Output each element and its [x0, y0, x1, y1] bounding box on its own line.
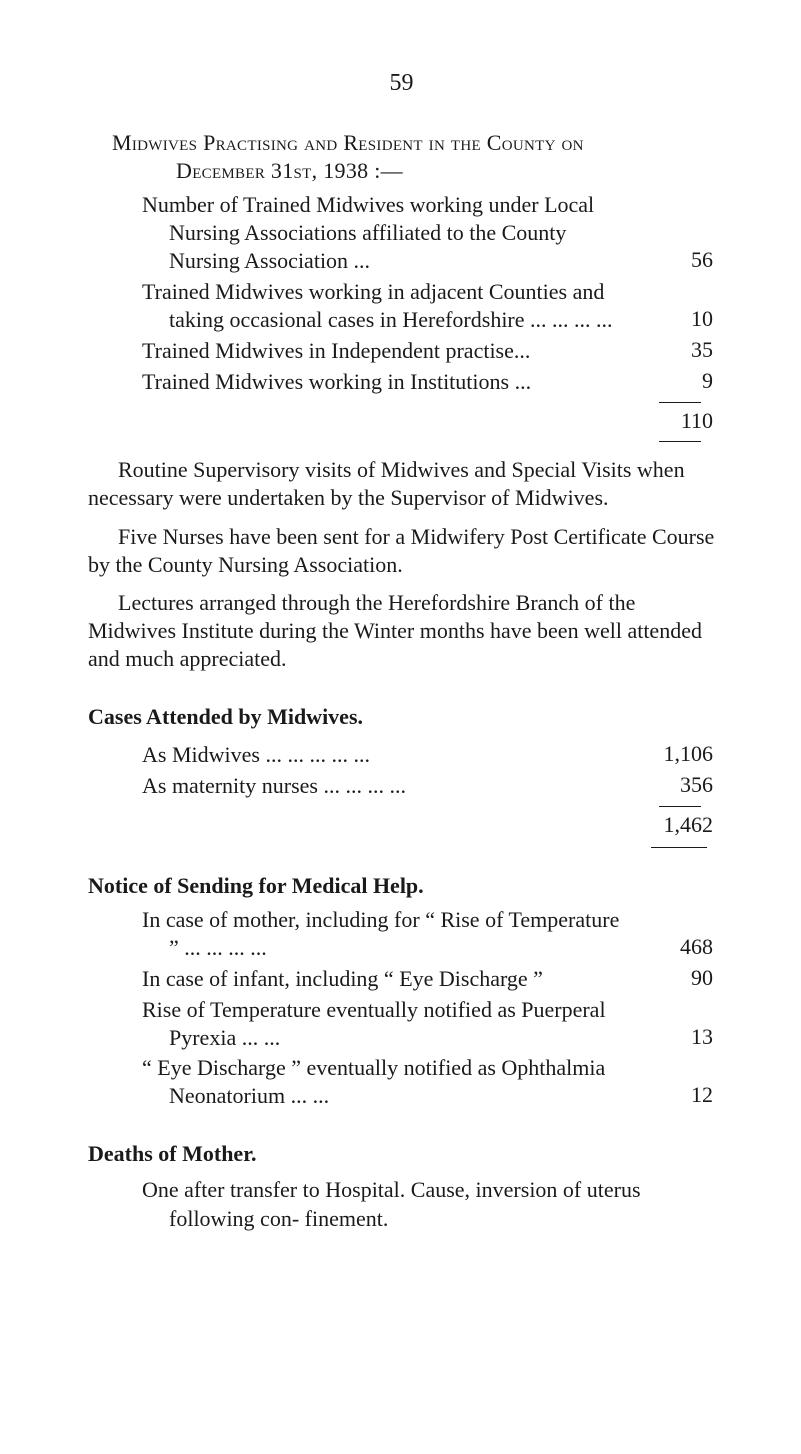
stat-row: “ Eye Discharge ” eventually notified as…	[88, 1054, 715, 1110]
paragraph-1: Routine Supervisory visits of Midwives a…	[88, 456, 715, 512]
stat-value: 356	[623, 771, 715, 800]
title-line-1: Midwives Practising and Resident in the …	[88, 129, 715, 157]
midwives-total: 110	[88, 407, 715, 435]
page-number: 59	[88, 68, 715, 99]
stat-value: 1,106	[623, 740, 715, 769]
stat-row: As maternity nurses ... ... ... ... 356	[88, 771, 715, 800]
stat-label: Number of Trained Midwives working under…	[142, 191, 623, 275]
stat-label: In case of infant, including “ Eye Disch…	[142, 965, 623, 993]
stat-row: Rise of Temperature eventually notified …	[88, 996, 715, 1052]
stat-row: Trained Midwives working in adjacent Cou…	[88, 278, 715, 334]
stat-label: Rise of Temperature eventually notified …	[142, 996, 623, 1052]
title-line-2: December 31st, 1938 :—	[88, 157, 715, 185]
stat-label: Trained Midwives in Independent practise…	[142, 337, 623, 365]
stat-row: Number of Trained Midwives working under…	[88, 191, 715, 275]
rule	[659, 806, 701, 807]
cases-attended-block: As Midwives ... ... ... ... ... 1,106 As…	[88, 740, 715, 848]
stat-row: Trained Midwives working in Institutions…	[88, 367, 715, 396]
stat-row: One after transfer to Hospital. Cause, i…	[88, 1176, 715, 1232]
stat-label: As maternity nurses ... ... ... ...	[142, 772, 623, 800]
stat-value: 90	[623, 964, 715, 993]
notice-block: In case of mother, including for “ Rise …	[88, 906, 715, 1110]
stat-row: Trained Midwives in Independent practise…	[88, 336, 715, 365]
stat-value: 9	[623, 367, 715, 396]
midwives-stats: Number of Trained Midwives working under…	[88, 191, 715, 442]
stat-row: As Midwives ... ... ... ... ... 1,106	[88, 740, 715, 769]
stat-value: 56	[623, 246, 715, 275]
cases-attended-heading: Cases Attended by Midwives.	[88, 703, 715, 731]
stat-row: In case of mother, including for “ Rise …	[88, 906, 715, 962]
deaths-block: One after transfer to Hospital. Cause, i…	[88, 1176, 715, 1232]
stat-label: “ Eye Discharge ” eventually notified as…	[142, 1054, 623, 1110]
stat-label: Trained Midwives working in adjacent Cou…	[142, 278, 623, 334]
stat-label: In case of mother, including for “ Rise …	[142, 906, 623, 962]
stat-label: As Midwives ... ... ... ... ...	[142, 741, 623, 769]
stat-label: Trained Midwives working in Institutions…	[142, 368, 623, 396]
notice-heading: Notice of Sending for Medical Help.	[88, 872, 715, 900]
title-block: Midwives Practising and Resident in the …	[88, 129, 715, 185]
stat-value: 10	[623, 305, 715, 334]
stat-value: 12	[623, 1081, 715, 1110]
stat-row: In case of infant, including “ Eye Disch…	[88, 964, 715, 993]
rule	[659, 441, 701, 442]
paragraph-2: Five Nurses have been sent for a Midwife…	[88, 523, 715, 579]
rule	[659, 402, 701, 403]
deaths-heading: Deaths of Mother.	[88, 1140, 715, 1168]
stat-value: 468	[623, 933, 715, 962]
stat-value: 35	[623, 336, 715, 365]
stat-value: 13	[623, 1023, 715, 1052]
cases-attended-total: 1,462	[88, 811, 715, 839]
rule	[651, 847, 707, 848]
paragraph-3: Lectures arranged through the Herefordsh…	[88, 589, 715, 673]
stat-label: One after transfer to Hospital. Cause, i…	[142, 1176, 715, 1232]
